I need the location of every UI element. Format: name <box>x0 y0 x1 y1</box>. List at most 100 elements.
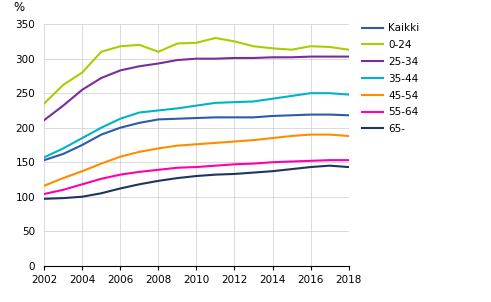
65- <box>98 191 104 195</box>
25-34 <box>136 64 142 68</box>
45-54 <box>308 133 314 137</box>
55-64 <box>136 170 142 174</box>
45-54 <box>41 184 47 188</box>
35-44 <box>308 92 314 95</box>
45-54 <box>60 176 66 180</box>
0-24 <box>270 47 275 50</box>
0-24 <box>250 44 256 48</box>
25-34 <box>327 55 332 58</box>
55-64 <box>213 164 218 168</box>
Kaikki <box>289 114 295 117</box>
65- <box>136 182 142 186</box>
65- <box>289 167 295 171</box>
25-34 <box>308 55 314 58</box>
45-54 <box>98 162 104 165</box>
25-34 <box>346 55 352 58</box>
35-44 <box>231 100 237 104</box>
35-44 <box>60 146 66 150</box>
45-54 <box>327 133 332 137</box>
65- <box>231 172 237 176</box>
Kaikki <box>155 117 161 121</box>
65- <box>117 187 123 190</box>
Line: 65-: 65- <box>44 166 349 199</box>
65- <box>174 176 180 180</box>
55-64 <box>117 173 123 176</box>
65- <box>193 174 199 178</box>
0-24 <box>193 41 199 45</box>
Kaikki <box>327 113 332 116</box>
65- <box>327 164 332 168</box>
25-34 <box>213 57 218 60</box>
55-64 <box>346 158 352 162</box>
45-54 <box>346 134 352 138</box>
45-54 <box>231 140 237 143</box>
35-44 <box>213 101 218 105</box>
35-44 <box>346 93 352 96</box>
55-64 <box>289 160 295 163</box>
Kaikki <box>117 126 123 130</box>
45-54 <box>270 136 275 140</box>
55-64 <box>41 192 47 196</box>
55-64 <box>174 166 180 169</box>
0-24 <box>231 40 237 43</box>
Line: 25-34: 25-34 <box>44 56 349 120</box>
35-44 <box>193 104 199 108</box>
45-54 <box>117 155 123 159</box>
35-44 <box>117 117 123 120</box>
55-64 <box>60 188 66 192</box>
55-64 <box>231 162 237 166</box>
Kaikki <box>213 116 218 119</box>
25-34 <box>270 56 275 59</box>
Kaikki <box>346 114 352 117</box>
35-44 <box>174 107 180 110</box>
35-44 <box>250 100 256 103</box>
Line: 55-64: 55-64 <box>44 160 349 194</box>
65- <box>41 197 47 201</box>
0-24 <box>327 45 332 49</box>
25-34 <box>231 56 237 60</box>
0-24 <box>346 48 352 52</box>
55-64 <box>155 168 161 172</box>
Kaikki <box>41 158 47 162</box>
0-24 <box>155 50 161 53</box>
Kaikki <box>136 121 142 125</box>
55-64 <box>80 182 85 186</box>
55-64 <box>270 160 275 164</box>
55-64 <box>98 177 104 181</box>
45-54 <box>80 169 85 173</box>
25-34 <box>193 57 199 60</box>
25-34 <box>155 62 161 65</box>
65- <box>60 196 66 200</box>
25-34 <box>289 56 295 59</box>
35-44 <box>41 156 47 159</box>
Line: 45-54: 45-54 <box>44 135 349 186</box>
0-24 <box>289 48 295 52</box>
65- <box>270 169 275 173</box>
Kaikki <box>308 113 314 116</box>
35-44 <box>98 126 104 130</box>
Text: %: % <box>14 2 25 14</box>
45-54 <box>155 146 161 150</box>
0-24 <box>136 43 142 47</box>
65- <box>250 171 256 174</box>
Kaikki <box>231 116 237 119</box>
25-34 <box>60 104 66 108</box>
25-34 <box>80 88 85 92</box>
35-44 <box>327 92 332 95</box>
Kaikki <box>98 133 104 137</box>
65- <box>308 165 314 169</box>
35-44 <box>270 97 275 101</box>
Kaikki <box>193 116 199 120</box>
65- <box>155 179 161 183</box>
35-44 <box>80 136 85 140</box>
25-34 <box>174 58 180 62</box>
55-64 <box>327 158 332 162</box>
35-44 <box>136 111 142 114</box>
25-34 <box>250 56 256 60</box>
0-24 <box>174 42 180 45</box>
45-54 <box>250 138 256 142</box>
45-54 <box>193 143 199 146</box>
45-54 <box>136 150 142 154</box>
25-34 <box>98 76 104 80</box>
Kaikki <box>270 114 275 118</box>
